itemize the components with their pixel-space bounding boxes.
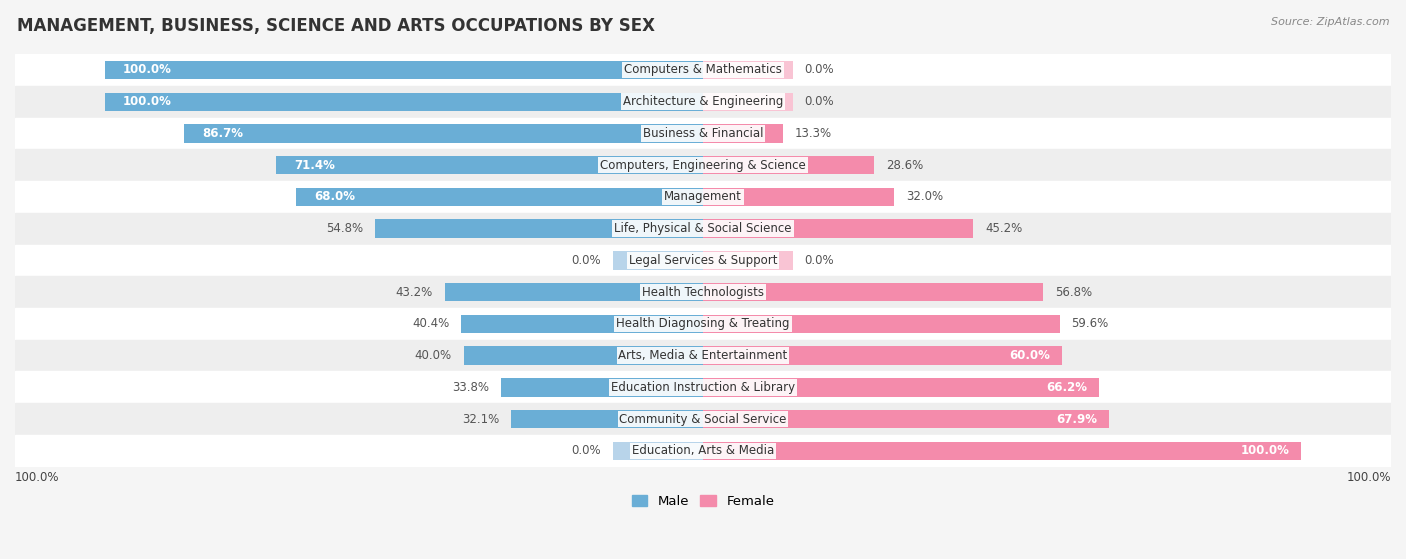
Bar xyxy=(15,86,1391,117)
Text: 0.0%: 0.0% xyxy=(804,95,834,108)
Bar xyxy=(703,156,875,174)
Bar xyxy=(444,283,703,301)
Text: Arts, Media & Entertainment: Arts, Media & Entertainment xyxy=(619,349,787,362)
Bar xyxy=(104,61,703,79)
Text: 0.0%: 0.0% xyxy=(572,444,602,457)
Text: MANAGEMENT, BUSINESS, SCIENCE AND ARTS OCCUPATIONS BY SEX: MANAGEMENT, BUSINESS, SCIENCE AND ARTS O… xyxy=(17,17,655,35)
Text: Legal Services & Support: Legal Services & Support xyxy=(628,254,778,267)
Text: 40.4%: 40.4% xyxy=(412,318,450,330)
Bar xyxy=(703,315,1060,333)
Bar xyxy=(510,410,703,428)
Text: 0.0%: 0.0% xyxy=(804,64,834,77)
Bar xyxy=(501,378,703,396)
Text: 67.9%: 67.9% xyxy=(1056,413,1097,425)
Text: 71.4%: 71.4% xyxy=(294,159,335,172)
Bar xyxy=(703,124,783,143)
Text: 66.2%: 66.2% xyxy=(1046,381,1087,394)
Text: 43.2%: 43.2% xyxy=(395,286,433,299)
Text: Source: ZipAtlas.com: Source: ZipAtlas.com xyxy=(1271,17,1389,27)
Text: 86.7%: 86.7% xyxy=(202,127,243,140)
Text: 0.0%: 0.0% xyxy=(572,254,602,267)
Bar xyxy=(15,117,1391,149)
Text: 59.6%: 59.6% xyxy=(1071,318,1109,330)
Text: 13.3%: 13.3% xyxy=(794,127,832,140)
Text: 0.0%: 0.0% xyxy=(804,254,834,267)
Bar xyxy=(15,149,1391,181)
Text: 40.0%: 40.0% xyxy=(415,349,451,362)
Bar xyxy=(15,403,1391,435)
Bar xyxy=(104,93,703,111)
Bar xyxy=(703,283,1043,301)
Bar xyxy=(703,378,1099,396)
Text: 100.0%: 100.0% xyxy=(122,64,172,77)
Bar xyxy=(15,308,1391,340)
Bar xyxy=(613,251,703,269)
Bar xyxy=(703,93,793,111)
Text: Business & Financial: Business & Financial xyxy=(643,127,763,140)
Bar xyxy=(15,181,1391,213)
Bar xyxy=(464,347,703,365)
Text: 100.0%: 100.0% xyxy=(1240,444,1289,457)
Bar xyxy=(703,410,1109,428)
Bar xyxy=(15,54,1391,86)
Text: Health Diagnosing & Treating: Health Diagnosing & Treating xyxy=(616,318,790,330)
Bar xyxy=(703,188,894,206)
Bar xyxy=(375,220,703,238)
Text: 45.2%: 45.2% xyxy=(986,222,1022,235)
Text: 60.0%: 60.0% xyxy=(1010,349,1050,362)
Bar xyxy=(703,61,793,79)
Bar xyxy=(461,315,703,333)
Text: 100.0%: 100.0% xyxy=(1347,471,1391,484)
Bar xyxy=(703,251,793,269)
Bar xyxy=(184,124,703,143)
Text: Education, Arts & Media: Education, Arts & Media xyxy=(631,444,775,457)
Bar xyxy=(613,442,703,460)
Bar xyxy=(15,213,1391,244)
Bar xyxy=(297,188,703,206)
Bar xyxy=(703,347,1062,365)
Text: Education Instruction & Library: Education Instruction & Library xyxy=(612,381,794,394)
Text: 100.0%: 100.0% xyxy=(15,471,59,484)
Text: 56.8%: 56.8% xyxy=(1054,286,1092,299)
Text: Community & Social Service: Community & Social Service xyxy=(619,413,787,425)
Bar xyxy=(703,442,1302,460)
Text: Computers, Engineering & Science: Computers, Engineering & Science xyxy=(600,159,806,172)
Bar xyxy=(15,340,1391,372)
Text: Architecture & Engineering: Architecture & Engineering xyxy=(623,95,783,108)
Bar xyxy=(703,220,973,238)
Text: 68.0%: 68.0% xyxy=(314,191,356,203)
Legend: Male, Female: Male, Female xyxy=(626,490,780,514)
Bar xyxy=(15,276,1391,308)
Text: 100.0%: 100.0% xyxy=(122,95,172,108)
Bar xyxy=(276,156,703,174)
Text: 32.1%: 32.1% xyxy=(461,413,499,425)
Text: Life, Physical & Social Science: Life, Physical & Social Science xyxy=(614,222,792,235)
Text: 33.8%: 33.8% xyxy=(451,381,489,394)
Text: 54.8%: 54.8% xyxy=(326,222,363,235)
Bar xyxy=(15,244,1391,276)
Text: Management: Management xyxy=(664,191,742,203)
Text: 32.0%: 32.0% xyxy=(907,191,943,203)
Text: Health Technologists: Health Technologists xyxy=(643,286,763,299)
Bar xyxy=(15,372,1391,403)
Text: 28.6%: 28.6% xyxy=(886,159,924,172)
Bar xyxy=(15,435,1391,467)
Text: Computers & Mathematics: Computers & Mathematics xyxy=(624,64,782,77)
